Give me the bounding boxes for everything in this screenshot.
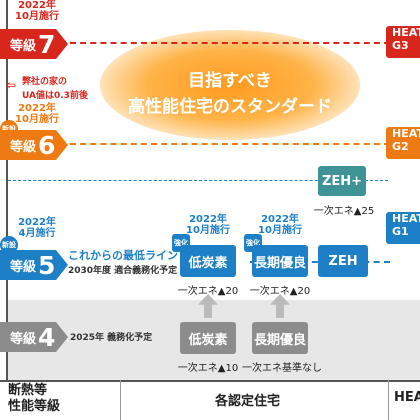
frame-left-line bbox=[6, 0, 8, 380]
grade4-number: 4 bbox=[38, 322, 56, 352]
heat20-g1-tab: HEAT G1 bbox=[386, 212, 420, 244]
heat20-g3-tab: HEAT G3 bbox=[386, 26, 420, 58]
grade7-number: 7 bbox=[38, 29, 56, 59]
ua-note-line1: 弊社の家の bbox=[22, 77, 68, 87]
grade5-number: 5 bbox=[38, 250, 56, 280]
banner-glow bbox=[100, 30, 360, 140]
grade5-arrow: 等級 5 bbox=[0, 250, 68, 280]
banner-line1: 目指すべき bbox=[188, 71, 272, 91]
grade7-dashed-line bbox=[70, 42, 390, 44]
grade5-new-badge: 新設 bbox=[0, 236, 18, 254]
long-term-old-caption: 一次エネ基準なし bbox=[242, 363, 322, 374]
low-carbon-caption: 一次エネ▲20 bbox=[177, 286, 239, 297]
grade6-date: 2022年 10月施行 bbox=[15, 103, 59, 125]
upper-blue-dashed-line bbox=[8, 180, 388, 181]
zeh-box: ZEH bbox=[318, 245, 368, 277]
grade7-arrow: 等級 7 bbox=[0, 29, 68, 59]
footer-col-divider-2 bbox=[388, 380, 389, 420]
footer-col2-label: 各認定住宅 bbox=[215, 394, 281, 409]
grade7-label: 等級 bbox=[10, 38, 37, 54]
low-carbon-date: 2022年 10月施行 bbox=[186, 214, 230, 236]
grade6-dashed-line bbox=[70, 143, 390, 145]
grade4-label: 等級 bbox=[10, 331, 37, 347]
footer-col3-label: HEA bbox=[394, 390, 420, 405]
grade7-date: 2022年 10月施行 bbox=[15, 0, 59, 22]
grade4-arrow: 等級 4 bbox=[0, 322, 68, 352]
long-term-caption: 一次エネ▲20 bbox=[249, 286, 311, 297]
footer-divider bbox=[0, 380, 420, 382]
low-carbon-old-box: 低炭素 bbox=[180, 322, 236, 354]
long-term-old-box: 長期優良 bbox=[252, 322, 308, 354]
grade4-subtitle: 2025年 義務化予定 bbox=[70, 333, 153, 343]
grade6-label: 等級 bbox=[10, 139, 37, 155]
grade5-subtitle: 2030年度 適合義務化予定 bbox=[68, 266, 178, 276]
long-term-date: 2022年 10月施行 bbox=[258, 214, 302, 236]
grade5-label: 等級 bbox=[10, 259, 37, 275]
footer-col1-label: 断熱等 性能等級 bbox=[8, 383, 61, 414]
heat20-g2-tab: HEAT G2 bbox=[386, 127, 420, 159]
grade6-arrow: 等級 6 bbox=[0, 130, 68, 160]
grade6-number: 6 bbox=[38, 130, 56, 160]
banner-line2: 高性能住宅のスタンダード bbox=[128, 97, 332, 117]
zeh-plus-caption: 一次エネ▲25 bbox=[313, 206, 375, 217]
footer-col-divider-1 bbox=[120, 380, 121, 420]
grade5-date: 2022年 4月施行 bbox=[18, 217, 56, 239]
ua-note-arrow: ⇦ bbox=[6, 78, 17, 92]
low-carbon-old-caption: 一次エネ▲10 bbox=[177, 363, 239, 374]
zeh-plus-box: ZEH+ bbox=[318, 166, 366, 196]
grade5-title: これからの最低ライン bbox=[68, 249, 178, 262]
long-term-box: 長期優良 bbox=[252, 245, 308, 277]
low-carbon-box: 低炭素 bbox=[180, 245, 236, 277]
ua-note-line2: UA値は0.3前後 bbox=[22, 91, 88, 101]
